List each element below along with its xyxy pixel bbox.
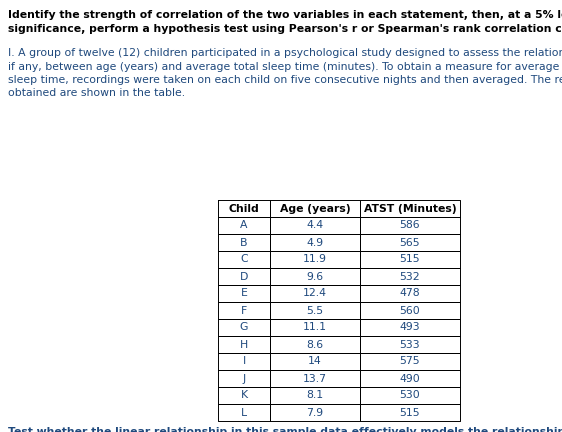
Text: 515: 515 xyxy=(400,254,420,264)
Text: 11.1: 11.1 xyxy=(303,323,327,333)
Text: 493: 493 xyxy=(400,323,420,333)
Text: H: H xyxy=(240,340,248,349)
Text: G: G xyxy=(240,323,248,333)
Text: 530: 530 xyxy=(400,391,420,400)
Text: 586: 586 xyxy=(400,220,420,231)
Text: 490: 490 xyxy=(400,374,420,384)
Text: 515: 515 xyxy=(400,407,420,417)
Text: 575: 575 xyxy=(400,356,420,366)
Text: 560: 560 xyxy=(400,305,420,315)
Text: if any, between age (years) and average total sleep time (minutes). To obtain a : if any, between age (years) and average … xyxy=(8,61,562,72)
Text: 4.4: 4.4 xyxy=(306,220,324,231)
Text: 11.9: 11.9 xyxy=(303,254,327,264)
Text: D: D xyxy=(240,271,248,282)
Text: L: L xyxy=(241,407,247,417)
Text: J: J xyxy=(242,374,246,384)
Text: 565: 565 xyxy=(400,238,420,248)
Text: F: F xyxy=(241,305,247,315)
Text: Test whether the linear relationship in this sample data effectively models the : Test whether the linear relationship in … xyxy=(8,427,562,432)
Text: C: C xyxy=(240,254,248,264)
Text: K: K xyxy=(241,391,248,400)
Text: E: E xyxy=(241,289,247,299)
Text: 533: 533 xyxy=(400,340,420,349)
Text: I: I xyxy=(242,356,246,366)
Text: significance, perform a hypothesis test using Pearson's r or Spearman's rank cor: significance, perform a hypothesis test … xyxy=(8,24,562,34)
Text: ATST (Minutes): ATST (Minutes) xyxy=(364,203,456,213)
Text: 13.7: 13.7 xyxy=(303,374,327,384)
Text: 478: 478 xyxy=(400,289,420,299)
Text: A: A xyxy=(240,220,248,231)
Text: 14: 14 xyxy=(308,356,322,366)
Text: Identify the strength of correlation of the two variables in each statement, the: Identify the strength of correlation of … xyxy=(8,10,562,20)
Text: Age (years): Age (years) xyxy=(280,203,350,213)
Text: 12.4: 12.4 xyxy=(303,289,327,299)
Text: B: B xyxy=(240,238,248,248)
Text: I. A group of twelve (12) children participated in a psychological study designe: I. A group of twelve (12) children parti… xyxy=(8,48,562,58)
Text: 5.5: 5.5 xyxy=(306,305,324,315)
Text: 8.1: 8.1 xyxy=(306,391,324,400)
Text: sleep time, recordings were taken on each child on five consecutive nights and t: sleep time, recordings were taken on eac… xyxy=(8,75,562,85)
Text: 4.9: 4.9 xyxy=(306,238,324,248)
Text: obtained are shown in the table.: obtained are shown in the table. xyxy=(8,89,185,98)
Text: 8.6: 8.6 xyxy=(306,340,324,349)
Text: Child: Child xyxy=(229,203,260,213)
Text: 7.9: 7.9 xyxy=(306,407,324,417)
Text: 532: 532 xyxy=(400,271,420,282)
Text: 9.6: 9.6 xyxy=(306,271,324,282)
